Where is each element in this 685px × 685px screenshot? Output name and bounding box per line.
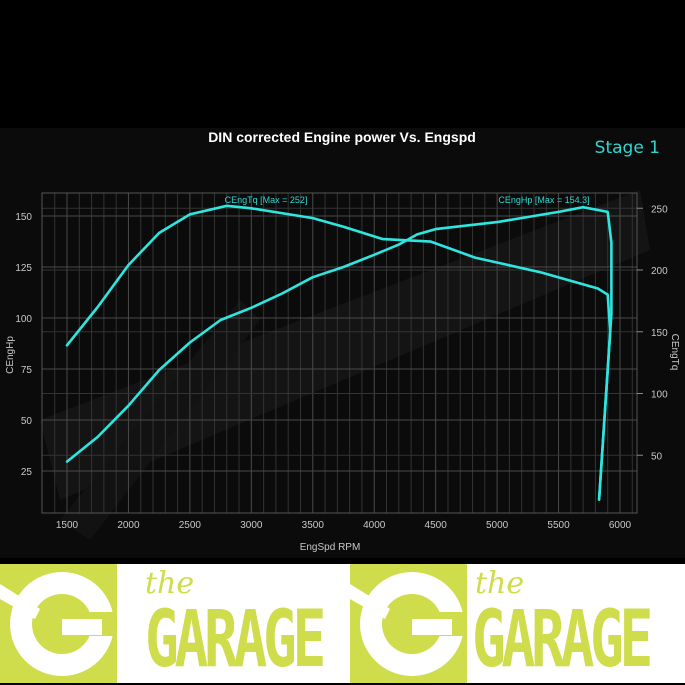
x-tick-label: 3500 <box>302 520 325 531</box>
grid <box>42 193 637 513</box>
x-tick-label: 1500 <box>56 520 79 531</box>
y-left-tick-label: 75 <box>21 365 33 376</box>
plot-frame <box>41 192 638 514</box>
y-left-axis-label: CEngHp <box>5 336 16 374</box>
y-right-tick-label: 150 <box>651 328 668 339</box>
y-left-tick-label: 150 <box>15 212 32 223</box>
x-tick-label: 5000 <box>486 520 509 531</box>
g-wrench-icon <box>350 564 467 683</box>
garage-logo-band: the GARAGE the GARAGE <box>0 564 685 683</box>
dyno-chart: DIN corrected Engine power Vs. Engspd St… <box>0 128 685 558</box>
logo-the: the <box>145 566 195 601</box>
y-left-tick-label: 25 <box>21 467 33 478</box>
x-tick-label: 4500 <box>425 520 448 531</box>
x-axis-label: EngSpd RPM <box>300 542 361 553</box>
x-tick-label: 3000 <box>240 520 263 531</box>
series-line-cengtq <box>65 204 612 502</box>
x-tick-label: 2500 <box>179 520 202 531</box>
y-right-axis-label: CEngTq <box>669 334 680 371</box>
y-left-tick-label: 100 <box>15 314 32 325</box>
series-line-cenghp <box>65 205 613 501</box>
stage-badge: Stage 1 <box>595 138 660 158</box>
chart-title: DIN corrected Engine power Vs. Engspd <box>208 129 476 145</box>
y-right-tick-label: 100 <box>651 390 668 401</box>
x-tick-label: 2000 <box>117 520 140 531</box>
g-wrench-icon <box>0 564 117 683</box>
x-tick-label: 6000 <box>609 520 632 531</box>
y-right-tick-label: 50 <box>651 451 663 462</box>
logo-garage: GARAGE <box>145 595 326 685</box>
y-right-tick-label: 250 <box>651 204 668 215</box>
x-tick-label: 4000 <box>363 520 386 531</box>
y-left-tick-label: 50 <box>21 416 33 427</box>
logo-the: the <box>475 566 525 601</box>
x-tick-label: 5500 <box>547 520 570 531</box>
y-right-tick-label: 200 <box>651 266 668 277</box>
power-max-annotation: CEngHp [Max = 154.3] <box>498 195 589 205</box>
y-left-tick-label: 125 <box>15 263 32 274</box>
torque-max-annotation: CEngTq [Max = 252] <box>225 195 308 205</box>
logo-garage: GARAGE <box>472 595 653 685</box>
